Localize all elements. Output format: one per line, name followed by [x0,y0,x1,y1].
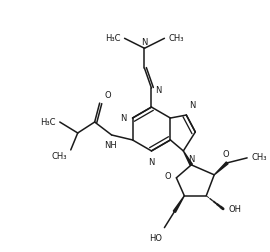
Text: H₃C: H₃C [105,34,121,43]
Polygon shape [183,151,193,166]
Text: N: N [156,86,162,95]
Text: O: O [223,150,230,159]
Text: N: N [148,158,155,167]
Text: CH₃: CH₃ [168,34,184,43]
Text: O: O [104,91,111,100]
Text: HO: HO [149,234,163,243]
Text: N: N [189,101,196,110]
Text: N: N [120,114,127,122]
Text: OH: OH [228,205,241,214]
Text: N: N [141,38,148,47]
Polygon shape [214,162,228,175]
Text: N: N [188,155,195,164]
Text: NH: NH [104,141,117,150]
Polygon shape [173,196,184,212]
Text: CH₃: CH₃ [51,152,67,161]
Text: CH₃: CH₃ [251,153,266,162]
Text: H₃C: H₃C [40,117,56,127]
Text: O: O [165,172,171,181]
